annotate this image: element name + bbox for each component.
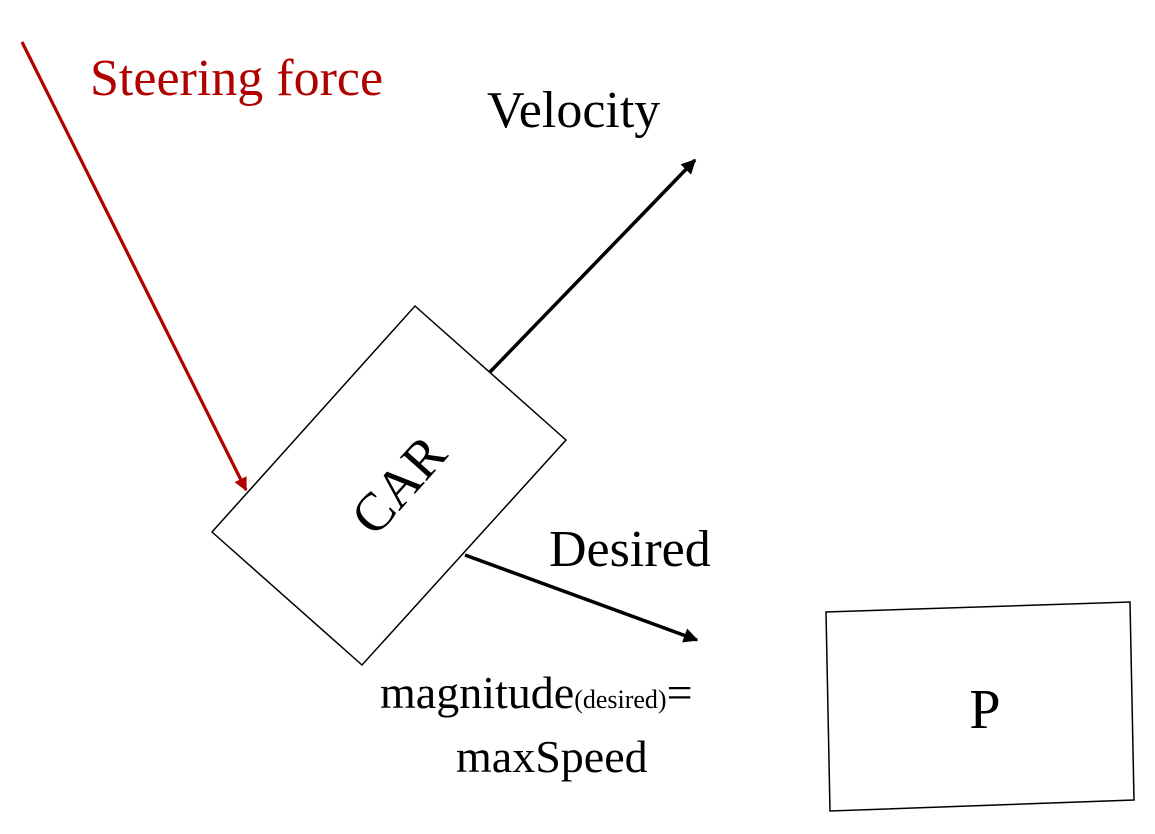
velocity-arrow [488, 158, 697, 374]
desired-label: Desired [549, 521, 711, 578]
steering-force-arrow [20, 41, 248, 492]
magnitude-label: magnitude(desired)= [380, 667, 693, 718]
car-box [210, 304, 568, 667]
velocity-label: Velocity [487, 82, 660, 139]
magnitude-subscript: (desired) [574, 685, 666, 714]
magnitude-equals: = [667, 667, 693, 718]
max-speed-label: maxSpeed [456, 731, 648, 782]
steering-force-label: Steering force [90, 50, 383, 107]
target-label: P [969, 679, 1000, 741]
magnitude-main: magnitude [380, 667, 574, 718]
desired-arrow [464, 553, 699, 643]
target-box [825, 601, 1135, 812]
